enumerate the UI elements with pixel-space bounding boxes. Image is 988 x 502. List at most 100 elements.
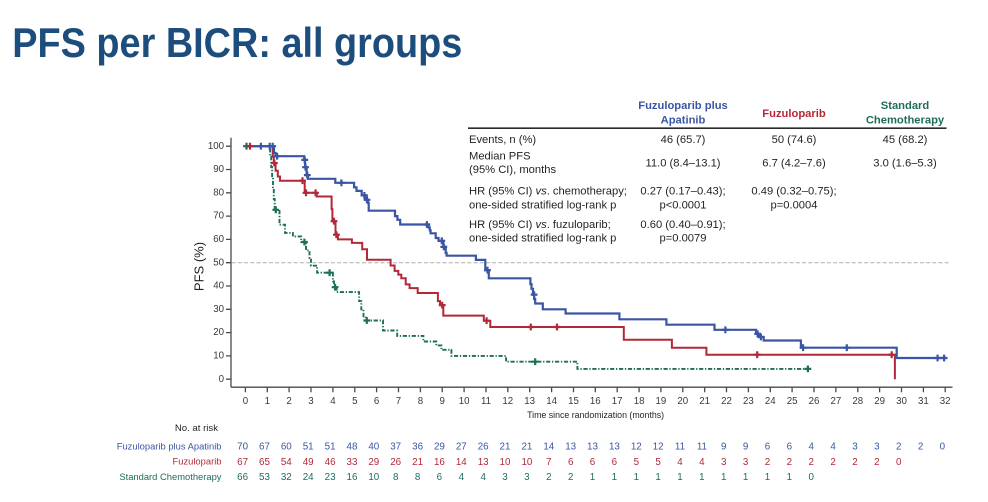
svg-text:19: 19 bbox=[656, 396, 667, 407]
svg-text:27: 27 bbox=[456, 442, 467, 453]
svg-text:Fuzuloparib plus Apatinib: Fuzuloparib plus Apatinib bbox=[117, 440, 222, 451]
svg-text:21: 21 bbox=[699, 396, 710, 407]
svg-text:5: 5 bbox=[655, 457, 661, 468]
svg-text:6: 6 bbox=[612, 457, 618, 468]
svg-text:12: 12 bbox=[653, 442, 664, 453]
svg-text:3.0 (1.6–5.3): 3.0 (1.6–5.3) bbox=[873, 157, 937, 169]
svg-text:49: 49 bbox=[303, 457, 314, 468]
svg-text:0: 0 bbox=[896, 457, 902, 468]
svg-text:40: 40 bbox=[368, 442, 379, 453]
svg-text:4: 4 bbox=[459, 472, 465, 483]
svg-text:26: 26 bbox=[809, 396, 820, 407]
svg-text:1: 1 bbox=[699, 472, 704, 483]
svg-text:9: 9 bbox=[721, 442, 726, 453]
svg-text:13: 13 bbox=[565, 442, 576, 453]
svg-text:33: 33 bbox=[347, 457, 358, 468]
svg-text:46 (65.7): 46 (65.7) bbox=[661, 134, 706, 146]
svg-text:8: 8 bbox=[415, 472, 421, 483]
svg-text:5: 5 bbox=[352, 396, 357, 407]
svg-text:6: 6 bbox=[787, 442, 793, 453]
svg-text:12: 12 bbox=[502, 396, 513, 407]
svg-text:11: 11 bbox=[481, 396, 491, 407]
svg-text:37: 37 bbox=[390, 442, 401, 453]
svg-text:12: 12 bbox=[631, 442, 642, 453]
svg-text:1: 1 bbox=[634, 472, 639, 483]
svg-text:21: 21 bbox=[521, 442, 532, 453]
svg-text:PFS (%): PFS (%) bbox=[192, 242, 207, 291]
svg-text:7: 7 bbox=[396, 396, 401, 407]
svg-text:15: 15 bbox=[568, 396, 579, 407]
svg-text:0: 0 bbox=[243, 396, 249, 407]
svg-text:48: 48 bbox=[347, 442, 358, 453]
svg-text:2: 2 bbox=[830, 457, 835, 468]
svg-text:7: 7 bbox=[546, 457, 551, 468]
svg-text:16: 16 bbox=[347, 472, 358, 483]
svg-text:one-sided stratified log-rank: one-sided stratified log-rank p bbox=[469, 233, 616, 245]
svg-text:21: 21 bbox=[412, 457, 423, 468]
svg-text:0: 0 bbox=[219, 374, 225, 385]
svg-text:3: 3 bbox=[308, 396, 313, 407]
svg-text:30: 30 bbox=[896, 396, 907, 407]
svg-text:10: 10 bbox=[459, 396, 470, 407]
svg-text:4: 4 bbox=[699, 457, 705, 468]
svg-text:67: 67 bbox=[237, 457, 248, 468]
svg-text:11: 11 bbox=[675, 442, 685, 453]
svg-text:24: 24 bbox=[303, 472, 314, 483]
svg-text:6.7 (4.2–7.6): 6.7 (4.2–7.6) bbox=[762, 157, 826, 169]
svg-text:1: 1 bbox=[612, 472, 617, 483]
svg-text:4: 4 bbox=[480, 472, 486, 483]
svg-text:one-sided stratified log-rank: one-sided stratified log-rank p bbox=[469, 200, 616, 212]
svg-text:24: 24 bbox=[765, 396, 776, 407]
svg-text:20: 20 bbox=[213, 327, 224, 338]
svg-text:14: 14 bbox=[456, 457, 467, 468]
svg-text:2: 2 bbox=[808, 457, 813, 468]
svg-text:13: 13 bbox=[587, 442, 598, 453]
svg-text:46: 46 bbox=[325, 457, 336, 468]
svg-text:51: 51 bbox=[325, 442, 336, 453]
svg-text:Events, n (%): Events, n (%) bbox=[469, 134, 536, 146]
svg-text:32: 32 bbox=[940, 396, 951, 407]
svg-text:27: 27 bbox=[831, 396, 842, 407]
svg-text:1: 1 bbox=[721, 472, 726, 483]
svg-text:Standard Chemotherapy: Standard Chemotherapy bbox=[119, 471, 221, 482]
svg-text:14: 14 bbox=[543, 442, 554, 453]
svg-text:80: 80 bbox=[213, 187, 224, 198]
svg-text:3: 3 bbox=[874, 442, 880, 453]
svg-text:4: 4 bbox=[808, 442, 814, 453]
svg-text:26: 26 bbox=[478, 442, 489, 453]
svg-text:6: 6 bbox=[590, 457, 596, 468]
svg-text:10: 10 bbox=[213, 351, 224, 362]
svg-text:30: 30 bbox=[213, 304, 224, 315]
svg-text:1: 1 bbox=[655, 472, 660, 483]
svg-text:50 (74.6): 50 (74.6) bbox=[772, 134, 817, 146]
svg-text:60: 60 bbox=[213, 234, 224, 245]
svg-text:67: 67 bbox=[259, 442, 270, 453]
svg-text:32: 32 bbox=[281, 472, 292, 483]
svg-text:50: 50 bbox=[213, 257, 224, 268]
svg-text:3: 3 bbox=[524, 472, 530, 483]
svg-text:23: 23 bbox=[743, 396, 754, 407]
svg-text:8: 8 bbox=[418, 396, 423, 407]
svg-text:HR (95% CI) vs. chemotherapy;: HR (95% CI) vs. chemotherapy; bbox=[469, 186, 627, 198]
svg-text:16: 16 bbox=[434, 457, 445, 468]
svg-text:31: 31 bbox=[918, 396, 929, 407]
svg-text:28: 28 bbox=[852, 396, 863, 407]
svg-text:6: 6 bbox=[374, 396, 379, 407]
svg-text:3: 3 bbox=[502, 472, 508, 483]
svg-text:0: 0 bbox=[808, 472, 814, 483]
svg-text:HR (95% CI) vs. fuzuloparib;: HR (95% CI) vs. fuzuloparib; bbox=[469, 219, 611, 231]
svg-text:Standard: Standard bbox=[881, 100, 930, 112]
svg-text:9: 9 bbox=[743, 442, 748, 453]
svg-text:Time since randomization (mont: Time since randomization (months) bbox=[527, 410, 664, 420]
svg-text:0.49 (0.32–0.75);: 0.49 (0.32–0.75); bbox=[751, 186, 836, 198]
svg-text:90: 90 bbox=[213, 164, 224, 175]
svg-text:1: 1 bbox=[677, 472, 682, 483]
svg-text:17: 17 bbox=[612, 396, 623, 407]
svg-text:29: 29 bbox=[368, 457, 379, 468]
svg-text:2: 2 bbox=[787, 457, 792, 468]
svg-text:10: 10 bbox=[368, 472, 379, 483]
svg-text:54: 54 bbox=[281, 457, 292, 468]
svg-text:1: 1 bbox=[743, 472, 748, 483]
svg-text:Fuzuloparib: Fuzuloparib bbox=[173, 456, 222, 467]
svg-text:65: 65 bbox=[259, 457, 270, 468]
